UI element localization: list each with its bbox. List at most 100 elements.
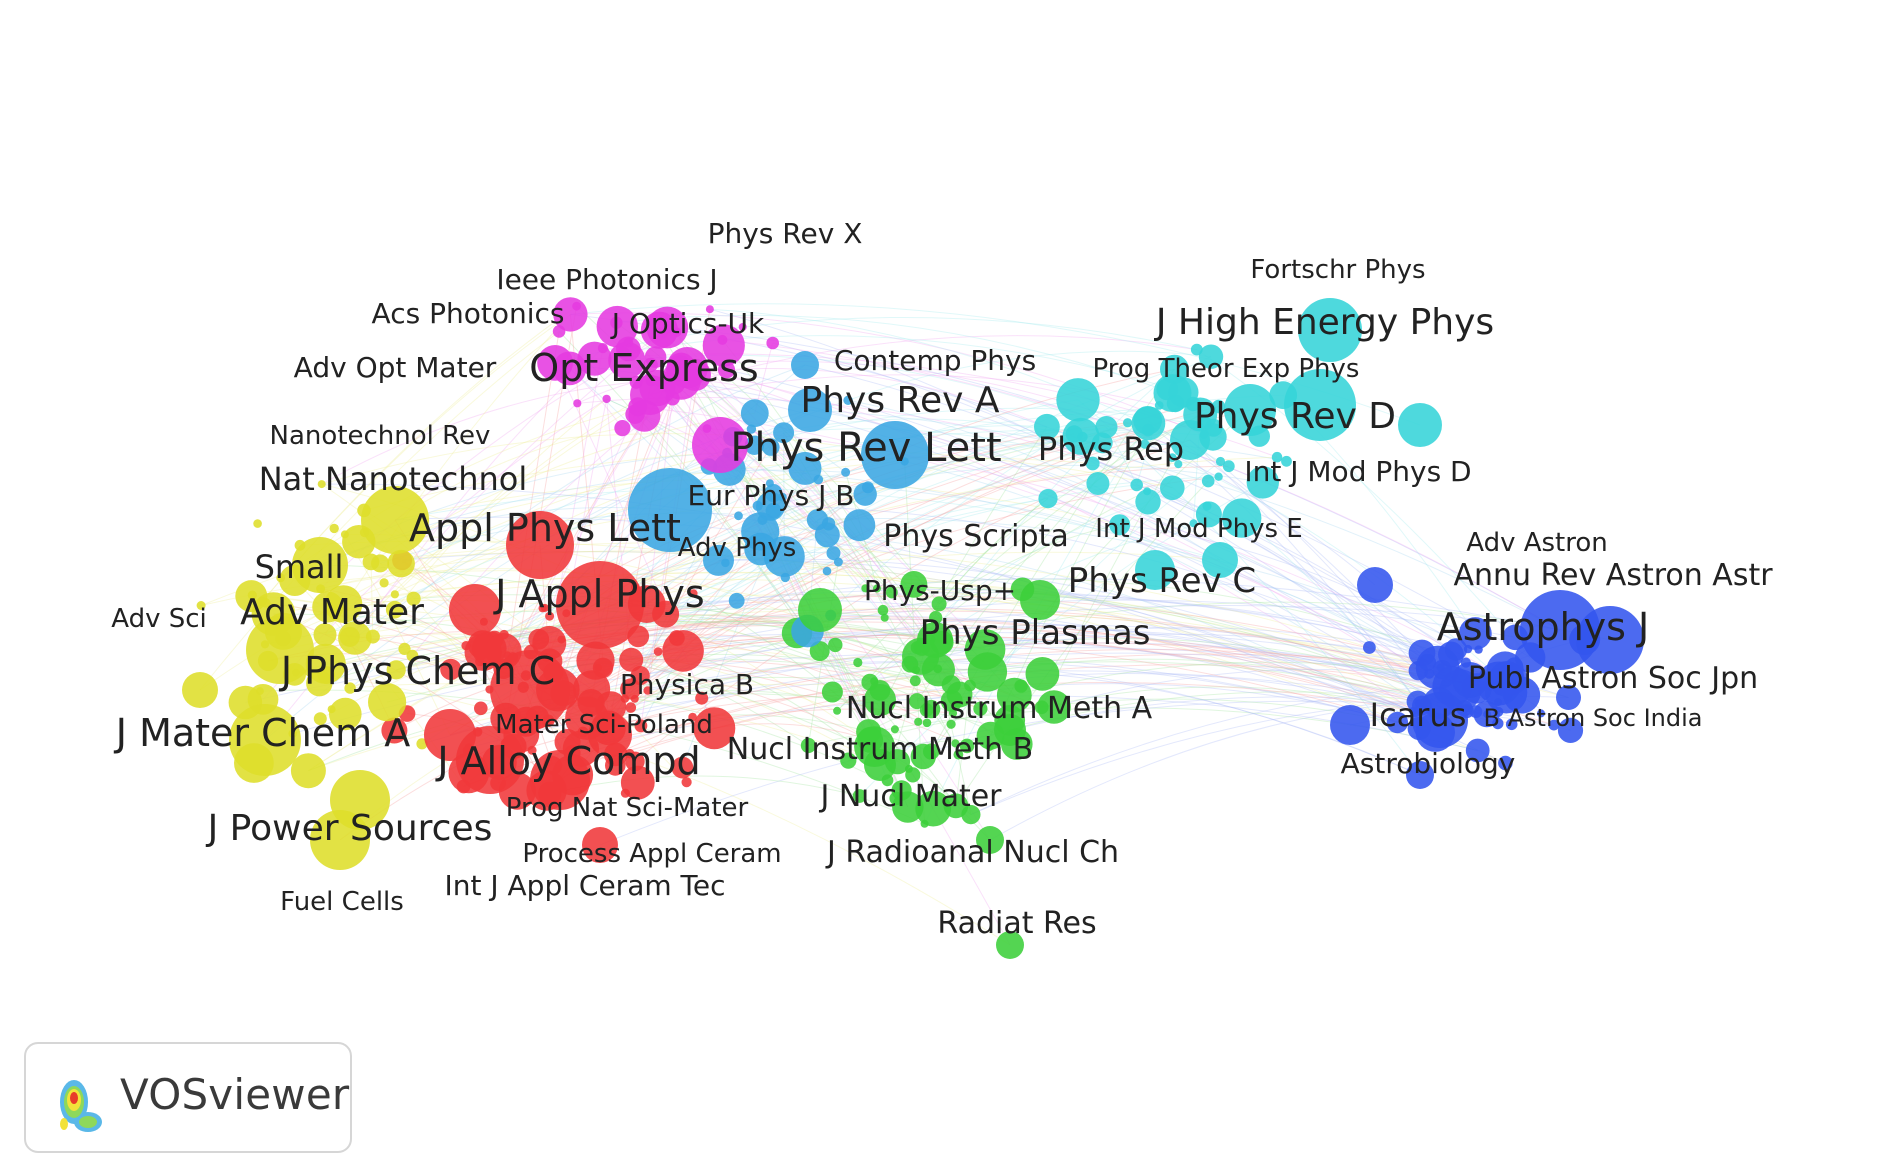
journal-node[interactable]: [390, 590, 399, 599]
journal-node[interactable]: [910, 743, 936, 770]
journal-node[interactable]: [994, 714, 1026, 746]
journal-node[interactable]: [1095, 416, 1118, 439]
journal-node[interactable]: [1386, 711, 1409, 734]
node-label-phys-rep[interactable]: Phys Rep: [1038, 430, 1184, 468]
node-label-j-power-sources[interactable]: J Power Sources: [206, 808, 493, 849]
journal-node[interactable]: [371, 554, 390, 573]
node-label-mater-sci-poland[interactable]: Mater Sci-Poland: [495, 710, 713, 740]
journal-node[interactable]: [822, 566, 832, 576]
node-label-j-nucl-mater[interactable]: J Nucl Mater: [818, 779, 1002, 814]
journal-node[interactable]: [608, 341, 646, 379]
journal-node[interactable]: [310, 810, 370, 870]
node-label-j-optics-uk[interactable]: J Optics-Uk: [610, 307, 765, 340]
journal-node[interactable]: [880, 613, 889, 622]
journal-node[interactable]: [1465, 738, 1490, 763]
journal-node[interactable]: [643, 686, 652, 695]
journal-node[interactable]: [853, 657, 863, 668]
journal-node[interactable]: [474, 701, 488, 716]
node-label-appl-phys-lett[interactable]: Appl Phys Lett: [409, 506, 681, 550]
node-label-nat-nanotechnol[interactable]: Nat Nanotechnol: [259, 460, 528, 498]
journal-node[interactable]: [821, 681, 843, 703]
journal-node[interactable]: [1214, 472, 1223, 481]
journal-node[interactable]: [788, 451, 822, 485]
node-label-adv-sci[interactable]: Adv Sci: [111, 604, 207, 634]
node-label-phys-usp[interactable]: Phys-Usp+: [864, 574, 1016, 607]
node-label-int-j-mod-phys-d[interactable]: Int J Mod Phys D: [1244, 455, 1471, 488]
node-label-nucl-instrum-meth-b[interactable]: Nucl Instrum Meth B: [727, 732, 1033, 767]
journal-node[interactable]: [695, 691, 709, 705]
journal-node[interactable]: [922, 718, 932, 728]
node-label-phys-plasmas[interactable]: Phys Plasmas: [920, 613, 1151, 653]
journal-node[interactable]: [253, 519, 262, 528]
journal-node[interactable]: [909, 693, 925, 710]
journal-node[interactable]: [1222, 498, 1262, 538]
journal-node[interactable]: [1222, 460, 1235, 473]
journal-node[interactable]: [1281, 455, 1292, 467]
journal-node[interactable]: [1167, 453, 1177, 462]
journal-node[interactable]: [1520, 590, 1600, 670]
journal-node[interactable]: [588, 713, 632, 757]
journal-node[interactable]: [646, 306, 689, 349]
journal-node[interactable]: [381, 717, 408, 744]
journal-node[interactable]: [1415, 645, 1460, 690]
journal-node[interactable]: [946, 719, 956, 729]
node-label-phys-rev-a[interactable]: Phys Rev A: [801, 380, 1000, 421]
journal-node[interactable]: [1135, 489, 1161, 515]
journal-node[interactable]: [630, 375, 670, 415]
node-label-small[interactable]: Small: [255, 548, 344, 586]
journal-node[interactable]: [763, 536, 805, 578]
journal-node[interactable]: [313, 623, 337, 647]
journal-node[interactable]: [791, 351, 819, 379]
journal-node[interactable]: [440, 658, 462, 681]
journal-node[interactable]: [1476, 661, 1521, 706]
journal-node[interactable]: [885, 586, 898, 599]
journal-node[interactable]: [1170, 420, 1210, 460]
journal-node[interactable]: [702, 324, 745, 367]
journal-node[interactable]: [914, 717, 923, 726]
journal-node[interactable]: [1330, 705, 1370, 745]
journal-node[interactable]: [1537, 709, 1545, 718]
journal-node[interactable]: [703, 544, 734, 576]
node-label-int-j-mod-phys-e[interactable]: Int J Mod Phys E: [1095, 514, 1302, 544]
journal-node[interactable]: [689, 589, 698, 598]
node-label-radiat-res[interactable]: Radiat Res: [937, 906, 1096, 941]
node-label-fortschr-phys[interactable]: Fortschr Phys: [1250, 255, 1425, 285]
journal-node[interactable]: [619, 647, 644, 672]
journal-node[interactable]: [290, 753, 326, 789]
node-label-phys-rev-c[interactable]: Phys Rev C: [1068, 561, 1256, 601]
journal-node[interactable]: [890, 725, 899, 734]
journal-node[interactable]: [1298, 298, 1362, 362]
journal-node[interactable]: [692, 417, 748, 473]
journal-node[interactable]: [973, 701, 988, 716]
journal-node[interactable]: [344, 682, 356, 694]
journal-node[interactable]: [602, 394, 611, 404]
journal-node[interactable]: [877, 604, 889, 616]
journal-node[interactable]: [1174, 460, 1183, 469]
journal-node[interactable]: [705, 305, 714, 314]
journal-node[interactable]: [843, 509, 876, 542]
journal-node[interactable]: [900, 571, 928, 598]
journal-node[interactable]: [826, 546, 841, 561]
journal-node[interactable]: [386, 660, 406, 680]
journal-node[interactable]: [1034, 413, 1060, 440]
journal-node[interactable]: [406, 591, 421, 606]
journal-node[interactable]: [740, 399, 769, 428]
journal-node[interactable]: [545, 611, 555, 621]
journal-node[interactable]: [553, 297, 588, 332]
journal-node[interactable]: [182, 672, 218, 708]
journal-node[interactable]: [861, 584, 870, 593]
journal-node[interactable]: [532, 625, 567, 660]
journal-node[interactable]: [582, 827, 618, 863]
journal-node[interactable]: [828, 637, 843, 653]
journal-node[interactable]: [1202, 542, 1238, 578]
node-label-acs-photonics[interactable]: Acs Photonics: [372, 297, 565, 330]
journal-node[interactable]: [1038, 489, 1058, 509]
journal-node[interactable]: [596, 305, 638, 348]
journal-node[interactable]: [1130, 478, 1143, 492]
journal-node[interactable]: [537, 345, 573, 381]
journal-node[interactable]: [738, 323, 747, 331]
node-label-prog-theor-exp-phys[interactable]: Prog Theor Exp Phys: [1093, 354, 1360, 384]
node-label-phys-rev-x[interactable]: Phys Rev X: [708, 217, 863, 250]
journal-node[interactable]: [614, 420, 631, 437]
journal-node[interactable]: [800, 737, 817, 754]
